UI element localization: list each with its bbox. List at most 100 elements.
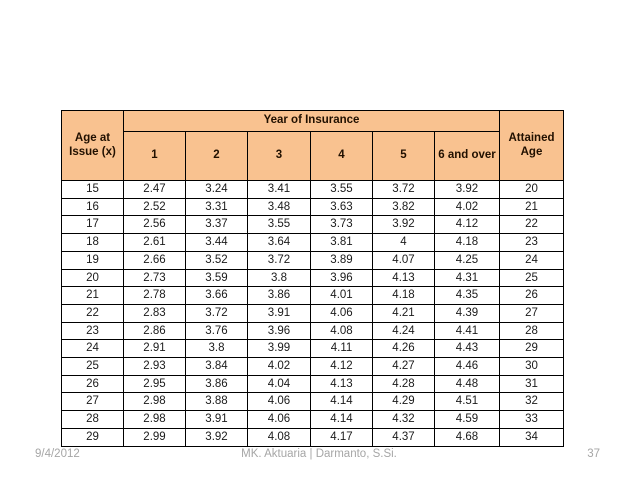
table-row: 18 2.61 3.44 3.64 3.81 4 4.18 23 [61,233,564,252]
cell-rate-year-2: 3.91 [185,410,248,429]
cell-issue-age: 24 [61,339,124,359]
cell-rate-year-2: 3.88 [185,392,248,412]
table-row: 25 2.93 3.84 4.02 4.12 4.27 4.46 30 [61,357,564,376]
cell-rate-year-6: 4.48 [434,374,500,394]
slide-footer: 9/4/2012 MK. Aktuaria | Darmanto, S.Si. … [0,448,638,464]
table-row: 27 2.98 3.88 4.06 4.14 4.29 4.51 32 [61,392,564,412]
cell-rate-year-6: 4.18 [434,233,500,252]
header-year-3: 3 [247,131,311,181]
footer-page-number: 37 [587,448,600,460]
header-attained-age: Attained Age [499,110,564,181]
cell-rate-year-3: 3.8 [247,268,311,288]
cell-attained-age: 28 [499,321,564,341]
cell-rate-year-2: 3.66 [185,286,248,305]
header-group-row: Age at Issue (x) Year of Insurance Attai… [61,110,564,181]
cell-rate-year-3: 4.08 [247,427,311,447]
cell-issue-age: 29 [61,427,124,447]
cell-rate-year-2: 3.31 [185,197,248,217]
cell-attained-age: 27 [499,303,564,323]
cell-rate-year-1: 2.86 [123,321,186,341]
cell-rate-year-5: 4.07 [372,250,435,270]
cell-rate-year-3: 4.02 [247,357,311,376]
cell-rate-year-6: 4.51 [434,392,500,412]
cell-rate-year-3: 4.06 [247,410,311,429]
table-row: 16 2.52 3.31 3.48 3.63 3.82 4.02 21 [61,197,564,217]
cell-rate-year-2: 3.44 [185,233,248,252]
cell-rate-year-1: 2.56 [123,215,186,235]
cell-rate-year-2: 3.52 [185,250,248,270]
cell-rate-year-5: 4.28 [372,374,435,394]
cell-rate-year-6: 4.59 [434,410,500,429]
cell-rate-year-4: 3.73 [310,215,373,235]
cell-attained-age: 20 [499,180,564,199]
cell-issue-age: 18 [61,233,124,252]
table-row: 26 2.95 3.86 4.04 4.13 4.28 4.48 31 [61,374,564,394]
cell-rate-year-4: 3.63 [310,197,373,217]
cell-rate-year-2: 3.92 [185,427,248,447]
cell-rate-year-4: 4.14 [310,410,373,429]
cell-issue-age: 28 [61,410,124,429]
cell-rate-year-3: 3.96 [247,321,311,341]
cell-attained-age: 21 [499,197,564,217]
cell-rate-year-6: 4.02 [434,197,500,217]
cell-rate-year-6: 4.25 [434,250,500,270]
cell-attained-age: 32 [499,392,564,412]
cell-rate-year-2: 3.76 [185,321,248,341]
cell-rate-year-1: 2.98 [123,410,186,429]
cell-rate-year-5: 4.26 [372,339,435,359]
cell-rate-year-2: 3.72 [185,303,248,323]
cell-rate-year-5: 4.24 [372,321,435,341]
cell-rate-year-2: 3.59 [185,268,248,288]
cell-rate-year-5: 4.27 [372,357,435,376]
cell-issue-age: 23 [61,321,124,341]
cell-rate-year-3: 3.41 [247,180,311,199]
table-row: 29 2.99 3.92 4.08 4.17 4.37 4.68 34 [61,427,564,447]
cell-attained-age: 34 [499,427,564,447]
cell-issue-age: 25 [61,357,124,376]
header-issue-age: Age at Issue (x) [61,110,124,181]
cell-rate-year-5: 3.82 [372,197,435,217]
header-year-4: 4 [310,131,373,181]
cell-rate-year-2: 3.8 [185,339,248,359]
cell-issue-age: 20 [61,268,124,288]
cell-rate-year-4: 3.81 [310,233,373,252]
header-year-of-insurance: Year of Insurance [123,110,500,132]
table-row: 19 2.66 3.52 3.72 3.89 4.07 4.25 24 [61,250,564,270]
table-header: Age at Issue (x) Year of Insurance Attai… [61,110,564,181]
cell-rate-year-6: 4.12 [434,215,500,235]
table-body: 15 2.47 3.24 3.41 3.55 3.72 3.92 20 16 2.52 3.31 3.… [61,180,564,447]
cell-rate-year-1: 2.95 [123,374,186,394]
cell-rate-year-3: 3.48 [247,197,311,217]
cell-rate-year-6: 4.41 [434,321,500,341]
cell-issue-age: 27 [61,392,124,412]
cell-rate-year-3: 3.64 [247,233,311,252]
cell-attained-age: 25 [499,268,564,288]
cell-rate-year-1: 2.66 [123,250,186,270]
cell-rate-year-3: 4.06 [247,392,311,412]
cell-rate-year-6: 3.92 [434,180,500,199]
cell-issue-age: 19 [61,250,124,270]
header-year-6-and-over: 6 and over [434,131,500,181]
cell-rate-year-3: 3.55 [247,215,311,235]
cell-rate-year-3: 3.72 [247,250,311,270]
cell-issue-age: 16 [61,197,124,217]
cell-rate-year-5: 4.21 [372,303,435,323]
cell-rate-year-4: 4.12 [310,357,373,376]
cell-rate-year-2: 3.24 [185,180,248,199]
table-row: 15 2.47 3.24 3.41 3.55 3.72 3.92 20 [61,180,564,199]
cell-rate-year-4: 4.06 [310,303,373,323]
cell-rate-year-6: 4.68 [434,427,500,447]
cell-rate-year-4: 4.13 [310,374,373,394]
cell-rate-year-2: 3.86 [185,374,248,394]
cell-rate-year-6: 4.35 [434,286,500,305]
cell-rate-year-3: 3.91 [247,303,311,323]
table-row: 21 2.78 3.66 3.86 4.01 4.18 4.35 26 [61,286,564,305]
cell-attained-age: 30 [499,357,564,376]
table-row: 24 2.91 3.8 3.99 4.11 4.26 4.43 29 [61,339,564,359]
insurance-rate-table: Age at Issue (x) Year of Insurance Attai… [61,110,564,447]
cell-rate-year-6: 4.46 [434,357,500,376]
cell-rate-year-5: 3.72 [372,180,435,199]
cell-issue-age: 15 [61,180,124,199]
cell-rate-year-1: 2.73 [123,268,186,288]
cell-rate-year-1: 2.98 [123,392,186,412]
